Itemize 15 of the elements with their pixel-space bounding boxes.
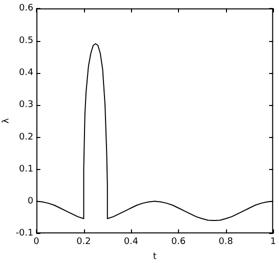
x-tick-label: 1 (270, 237, 276, 248)
y-tick-label: 0.5 (19, 36, 34, 46)
y-axis-title: λ (2, 118, 12, 124)
y-tick-label: 0.4 (19, 68, 34, 78)
y-tick-label: 0.2 (19, 132, 34, 142)
x-tick-label: 0.8 (218, 237, 234, 248)
x-tick-label: 0.4 (124, 237, 138, 248)
y-tick-label: 0.3 (19, 100, 34, 110)
x-tick-label: 0.6 (171, 237, 186, 248)
x-tick-label: 0.2 (76, 237, 91, 248)
x-axis-title: t (152, 252, 157, 262)
y-tick-label: -0.1 (16, 228, 34, 239)
y-tick-label: 0.6 (19, 4, 34, 14)
y-tick-label: 0 (28, 196, 34, 207)
y-tick-label: 0.1 (19, 164, 34, 174)
